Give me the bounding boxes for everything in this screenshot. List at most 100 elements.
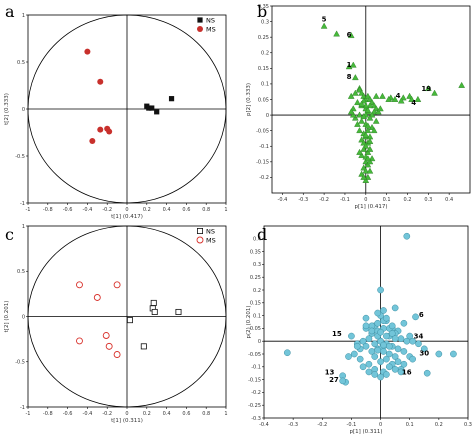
triangle-marker — [374, 108, 382, 115]
square-marker — [154, 109, 160, 115]
y-tick-label: 0.15 — [250, 301, 261, 307]
y-tick-label: -0.05 — [256, 128, 269, 134]
circle-marker — [362, 342, 370, 350]
y-tick-label: 0.5 — [17, 269, 25, 275]
point-annotation: 13 — [325, 368, 335, 376]
x-tick-label: -0.8 — [43, 411, 53, 417]
x-tick-label: 0.1 — [383, 197, 391, 203]
circle-marker — [89, 137, 96, 144]
x-tick-label: -0.3 — [288, 422, 298, 428]
y-tick-label: -1 — [20, 201, 25, 207]
circle-marker — [385, 350, 393, 358]
circle-marker — [383, 355, 390, 363]
triangle-marker — [356, 111, 363, 118]
triangle-marker — [385, 95, 393, 102]
circle-marker — [435, 350, 443, 358]
y-tick-label: 0.4 — [253, 237, 261, 243]
x-axis-label: p[1] (0.311) — [349, 429, 382, 434]
square-marker — [168, 96, 175, 102]
y-tick-label: 0.3 — [253, 262, 261, 268]
point-annotation: 4 — [411, 99, 416, 107]
y-tick-label: -0.1 — [259, 144, 269, 150]
triangle-marker — [333, 30, 340, 37]
y-tick-label: 0.25 — [258, 35, 269, 41]
circle-marker — [450, 350, 457, 358]
x-tick-label: -0.4 — [259, 422, 269, 428]
triangle-marker — [391, 95, 399, 102]
circle-marker — [377, 358, 384, 366]
open-circle-marker — [196, 236, 204, 244]
open-square-marker — [126, 317, 133, 324]
y-tick-label: 0.35 — [258, 4, 269, 10]
loading-points — [320, 22, 466, 183]
triangle-marker — [352, 74, 359, 81]
x-tick-label: 0.4 — [445, 197, 453, 203]
point-annotation: 1 — [347, 61, 352, 69]
circle-marker — [423, 369, 431, 377]
x-tick-label: -0.4 — [83, 207, 93, 213]
point-annotation: 6 — [419, 311, 424, 319]
y-tick-label: -0.25 — [248, 403, 261, 409]
circle-marker — [356, 355, 364, 363]
legend-label: MS — [206, 26, 216, 34]
triangle-marker — [431, 89, 438, 96]
series-ns — [126, 299, 182, 350]
x-tick-label: 0.2 — [143, 411, 151, 417]
loading-points — [283, 232, 457, 386]
x-tick-label: -0.6 — [63, 411, 73, 417]
panel-a: -1 -0.8 -0.6 -0.4 -0.2 0 0.2 0.4 0.6 0.8 1 -1 -0.5 0 0… — [4, 2, 228, 220]
triangle-marker — [366, 102, 374, 109]
triangle-marker — [360, 145, 368, 152]
circle-marker — [403, 232, 411, 240]
x-tick-label: 0.3 — [424, 197, 432, 203]
triangle-marker — [366, 137, 374, 144]
x-tick-label: -1 — [26, 207, 31, 213]
panel-label: a — [5, 2, 15, 21]
circle-marker — [388, 330, 396, 337]
circle-marker — [394, 358, 402, 366]
open-circle-marker — [102, 332, 110, 339]
circle-marker — [348, 332, 355, 340]
y-tick-label: 0 — [258, 339, 261, 345]
x-tick-label: 0.8 — [202, 207, 210, 213]
triangle-marker — [364, 106, 372, 113]
circle-marker — [383, 314, 390, 322]
circle-marker — [406, 332, 414, 340]
x-tick-label: -0.6 — [63, 207, 73, 213]
circle-marker — [371, 353, 379, 360]
triangle-marker — [352, 114, 359, 121]
circle-marker — [365, 368, 373, 376]
triangle-marker — [366, 167, 374, 174]
circle-marker — [400, 348, 408, 355]
triangle-marker — [362, 167, 370, 174]
triangle-marker — [347, 108, 355, 115]
triangle-marker — [379, 92, 386, 99]
circle-marker — [283, 349, 291, 357]
y-axis-label: t[2] (0.201) — [4, 301, 10, 333]
series-ns — [144, 96, 175, 115]
circle-marker — [388, 322, 396, 330]
triangle-marker — [372, 92, 380, 99]
circle-marker — [368, 327, 376, 335]
y-tick-label: 0.15 — [258, 66, 269, 72]
circle-marker — [415, 340, 422, 348]
triangle-marker — [377, 105, 384, 112]
circle-marker — [391, 366, 399, 373]
circle-marker — [97, 126, 104, 133]
open-square-marker — [196, 227, 203, 234]
x-tick-label: -0.1 — [340, 197, 350, 203]
y-tick-label: 0.2 — [253, 288, 261, 294]
point-annotation: 8 — [347, 73, 352, 81]
y-tick-label: 0.25 — [250, 275, 261, 281]
y-tick-label: -0.3 — [251, 416, 261, 422]
open-circle-marker — [76, 281, 83, 289]
x-tick-label: 0.4 — [163, 207, 171, 213]
x-tick-label: -0.1 — [347, 422, 357, 428]
circle-marker — [359, 363, 367, 371]
x-tick-label: 0.4 — [163, 411, 171, 417]
triangle-marker — [356, 148, 363, 155]
triangle-marker — [366, 114, 374, 121]
point-annotation: 6 — [347, 31, 352, 39]
point-annotation: 5 — [322, 16, 327, 24]
point-annotation: 4 — [396, 92, 401, 100]
